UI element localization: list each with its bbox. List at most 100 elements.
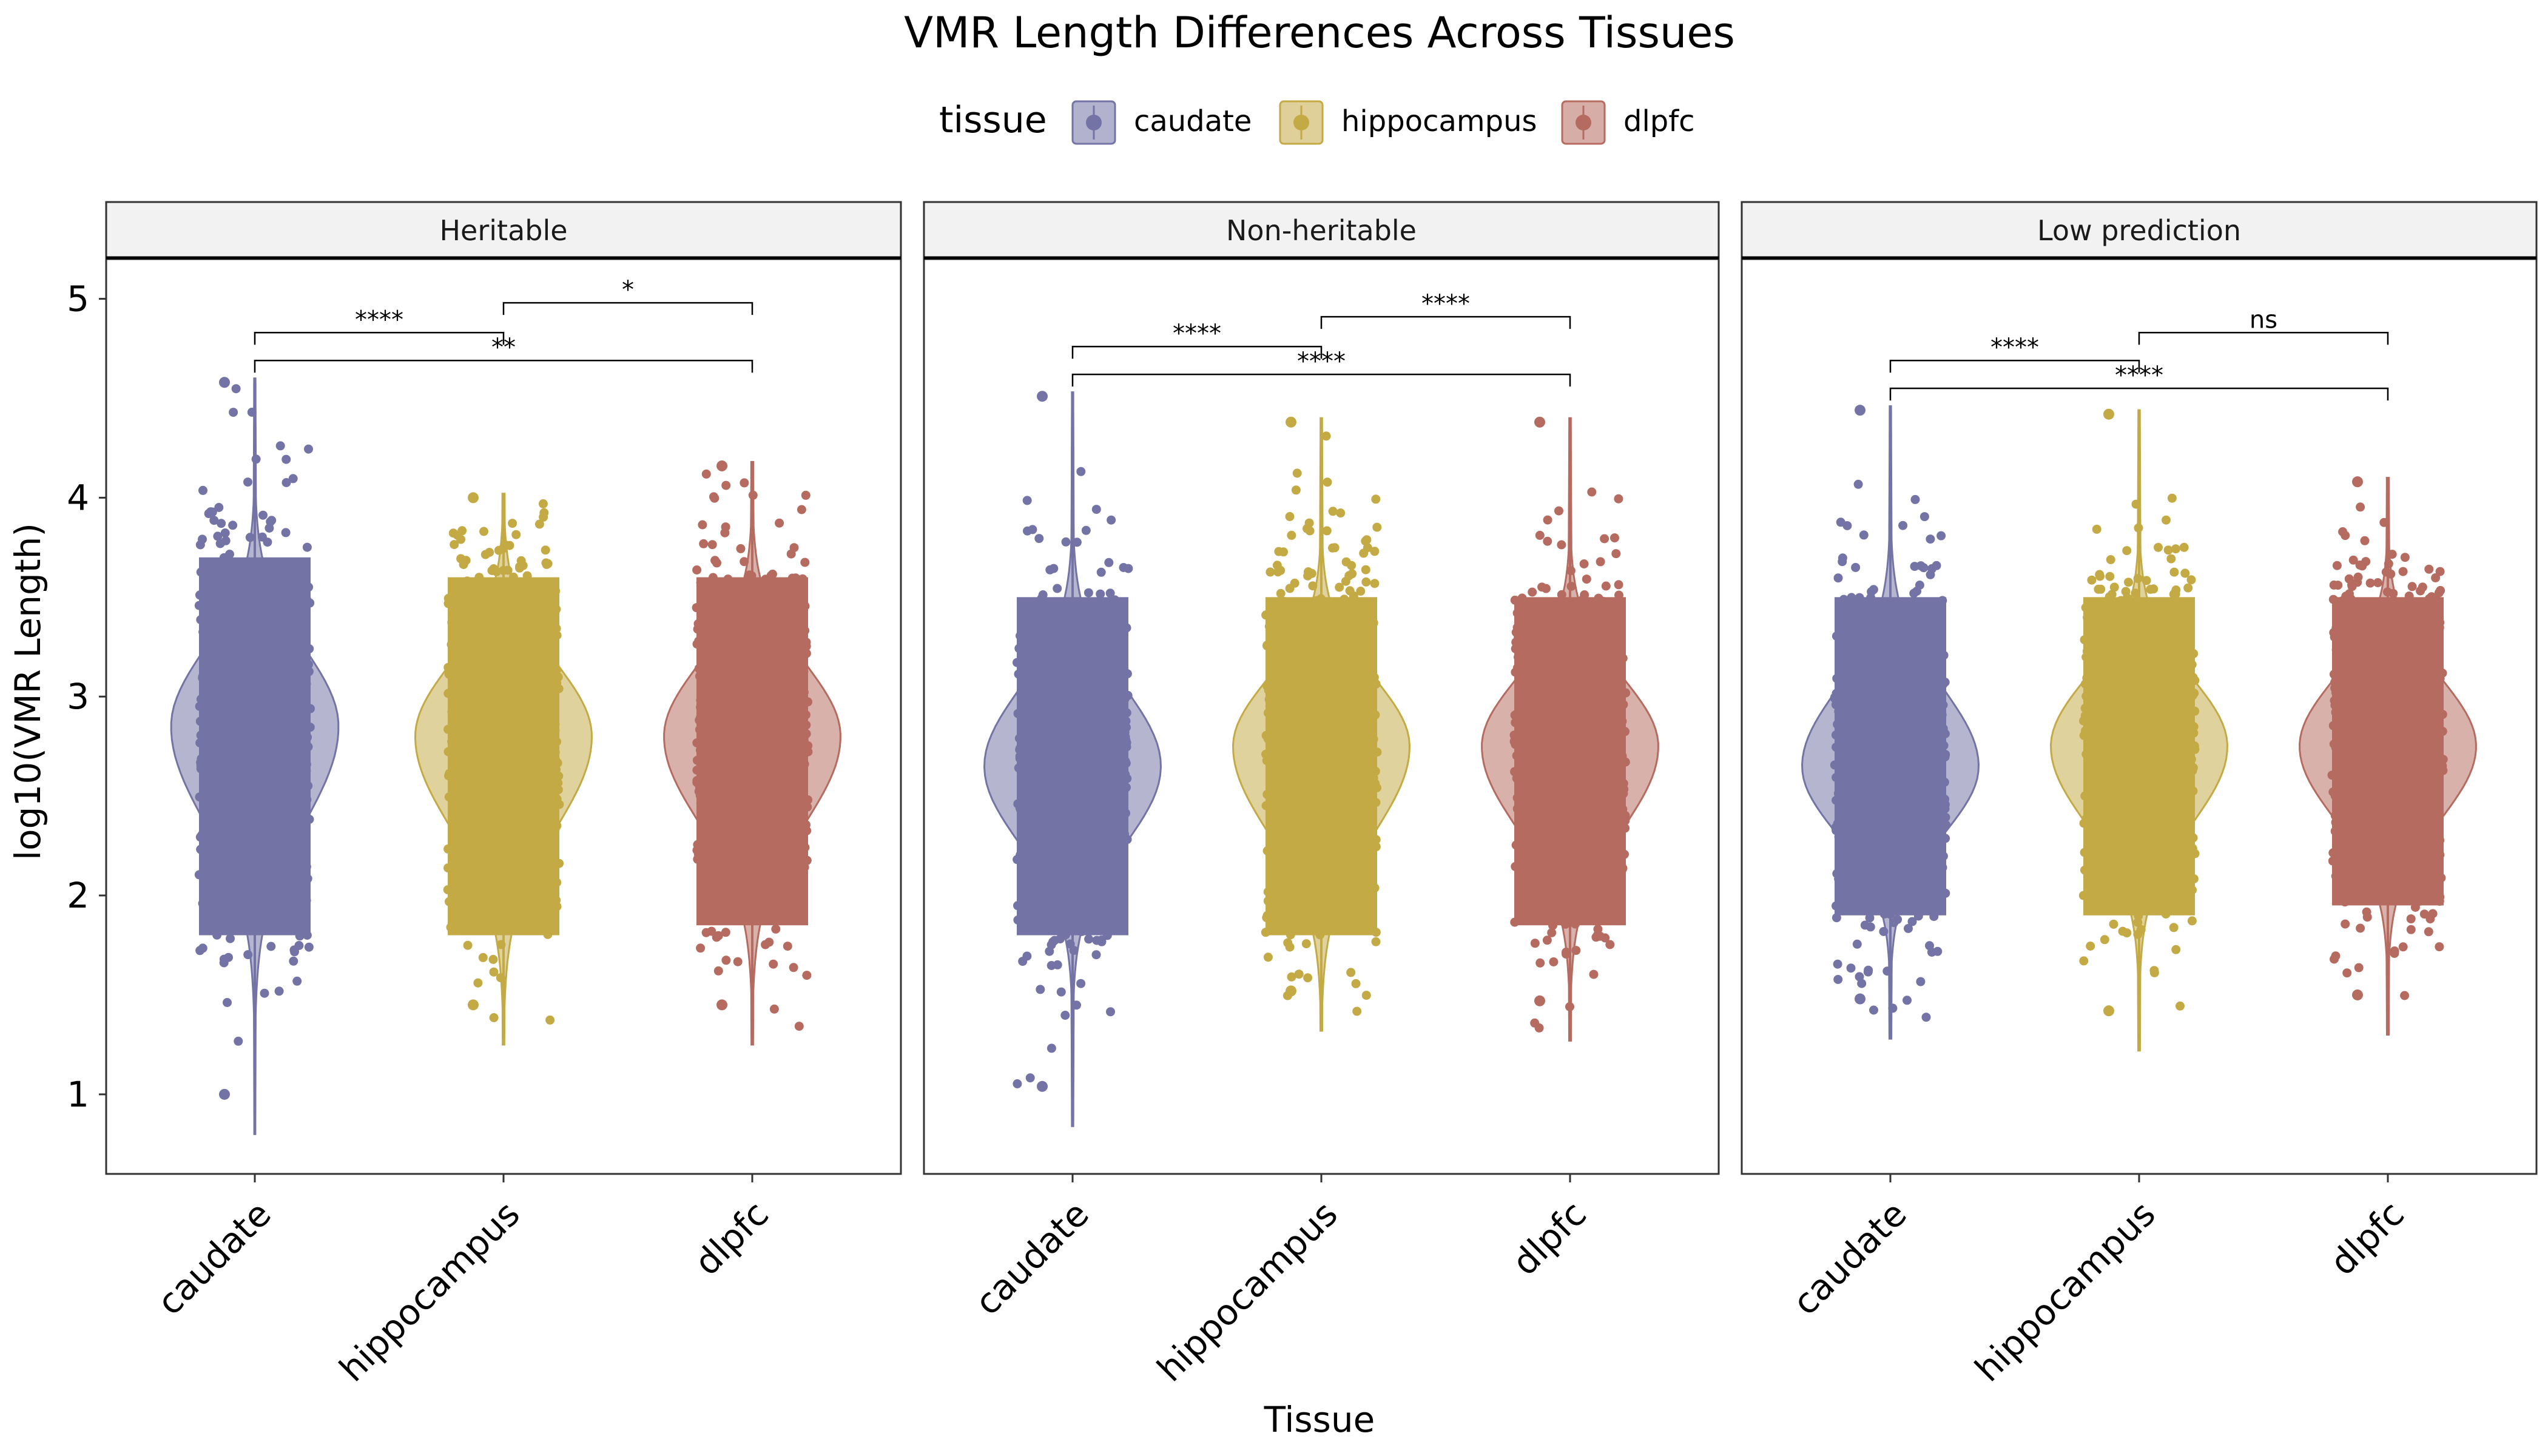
data-point bbox=[213, 531, 223, 541]
data-point bbox=[1869, 1005, 1878, 1015]
data-point bbox=[1919, 563, 1929, 573]
data-point bbox=[2087, 575, 2097, 585]
data-point bbox=[1304, 567, 1313, 576]
violin-group-hippocampus bbox=[414, 492, 593, 1046]
data-point bbox=[1562, 948, 1571, 957]
data-point bbox=[1361, 536, 1370, 546]
data-point bbox=[1866, 922, 1875, 932]
data-point bbox=[1833, 573, 1843, 583]
data-point bbox=[1542, 935, 1552, 945]
data-point bbox=[1072, 1000, 1081, 1010]
data-point bbox=[2180, 568, 2190, 578]
data-point bbox=[1061, 537, 1071, 547]
data-point bbox=[1036, 985, 1045, 994]
data-point bbox=[802, 971, 812, 980]
data-point bbox=[1903, 996, 1912, 1005]
data-point bbox=[1013, 1079, 1022, 1088]
data-point bbox=[1124, 564, 1133, 573]
data-point bbox=[1285, 512, 1295, 521]
legend-item-hippocampus: hippocampus bbox=[1279, 100, 1537, 145]
data-point bbox=[1346, 968, 1356, 977]
data-point bbox=[245, 533, 255, 542]
data-point bbox=[292, 976, 302, 986]
data-point bbox=[1916, 977, 1926, 986]
data-point bbox=[1611, 549, 1621, 559]
data-point bbox=[266, 942, 276, 951]
data-point bbox=[479, 527, 488, 536]
data-point bbox=[534, 519, 544, 529]
data-point bbox=[539, 512, 548, 522]
data-point bbox=[223, 998, 232, 1007]
data-point bbox=[219, 954, 229, 964]
data-point bbox=[1853, 479, 1863, 489]
data-point bbox=[748, 490, 758, 500]
data-point bbox=[198, 534, 207, 544]
legend-key-dot bbox=[1086, 115, 1102, 130]
data-point bbox=[696, 943, 706, 953]
data-point bbox=[542, 559, 551, 569]
data-point bbox=[288, 474, 298, 484]
data-point bbox=[1888, 1003, 1898, 1013]
data-point bbox=[214, 503, 224, 512]
data-point bbox=[1045, 565, 1055, 575]
data-point bbox=[226, 934, 235, 943]
data-point bbox=[2166, 554, 2176, 564]
data-point bbox=[794, 1022, 804, 1031]
bracket-label: **** bbox=[355, 306, 403, 334]
data-point bbox=[699, 539, 709, 548]
data-point bbox=[1276, 588, 1286, 598]
data-point bbox=[496, 973, 505, 983]
data-point bbox=[721, 480, 731, 490]
data-point bbox=[1926, 534, 1935, 544]
data-point bbox=[1279, 547, 1289, 557]
data-point bbox=[1105, 588, 1115, 598]
data-point bbox=[1904, 924, 1913, 933]
data-point bbox=[1833, 975, 1843, 984]
data-point bbox=[1833, 959, 1842, 969]
data-point bbox=[496, 940, 506, 949]
data-point bbox=[713, 966, 723, 976]
data-point bbox=[1855, 993, 1866, 1005]
bracket-label: **** bbox=[1297, 348, 1346, 376]
data-point bbox=[1263, 952, 1273, 962]
data-point bbox=[1587, 487, 1597, 497]
data-point bbox=[1351, 979, 1361, 988]
data-point bbox=[1076, 467, 1086, 476]
data-point bbox=[1285, 942, 1295, 952]
data-point bbox=[1091, 950, 1101, 960]
data-point bbox=[1565, 1002, 1574, 1011]
points-core-caudate bbox=[1835, 597, 1946, 915]
data-point bbox=[257, 532, 267, 542]
data-point bbox=[198, 485, 207, 495]
data-point bbox=[701, 469, 711, 479]
data-point bbox=[1034, 534, 1044, 544]
data-point bbox=[1898, 521, 1908, 530]
data-point bbox=[1859, 530, 1869, 540]
violin-group-dlpfc bbox=[663, 460, 841, 1046]
data-point bbox=[1345, 586, 1355, 596]
legend-key-dot bbox=[1576, 115, 1591, 130]
data-point bbox=[1882, 966, 1892, 976]
data-point bbox=[721, 956, 731, 965]
data-point bbox=[1571, 946, 1581, 956]
data-point bbox=[1060, 1011, 1070, 1020]
data-point bbox=[1530, 939, 1540, 948]
data-point bbox=[710, 556, 720, 565]
data-point bbox=[229, 408, 238, 417]
data-point bbox=[461, 556, 471, 565]
data-point bbox=[478, 952, 488, 962]
data-point bbox=[716, 999, 727, 1011]
data-point bbox=[771, 924, 781, 934]
data-point bbox=[1287, 530, 1296, 540]
points-core-hippocampus bbox=[1266, 597, 1377, 935]
data-point bbox=[289, 945, 299, 955]
points-core-dlpfc bbox=[696, 577, 808, 926]
data-point bbox=[1341, 576, 1350, 586]
data-point bbox=[1582, 575, 1591, 584]
data-point bbox=[2118, 926, 2128, 936]
legend-title: tissue bbox=[939, 99, 1047, 141]
data-point bbox=[692, 565, 702, 575]
data-point bbox=[1361, 577, 1371, 587]
data-point bbox=[450, 540, 459, 550]
data-point bbox=[733, 957, 743, 966]
